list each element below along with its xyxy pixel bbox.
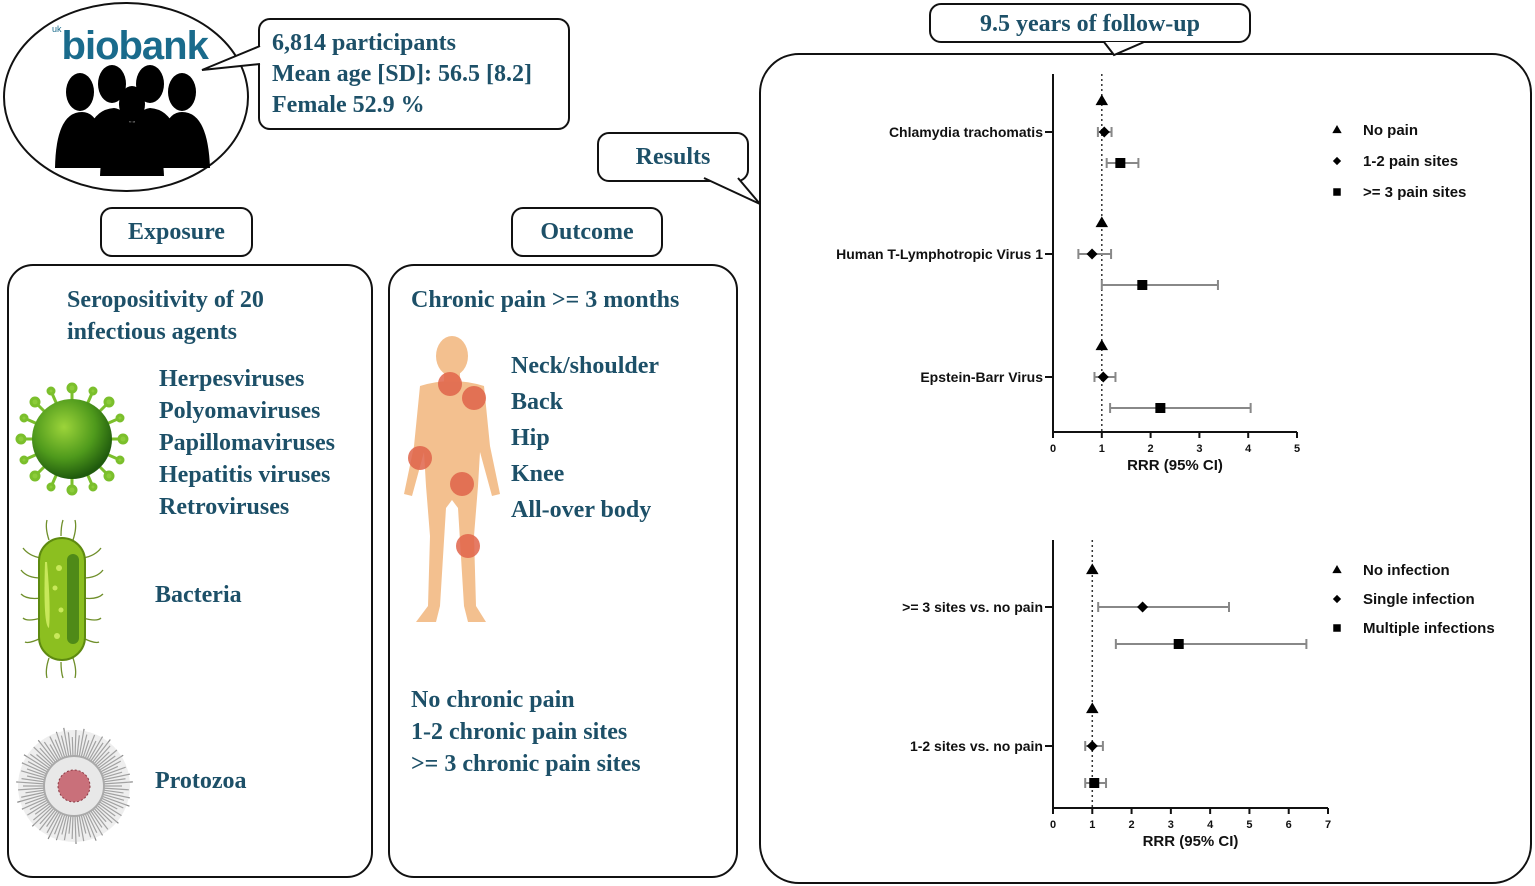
virus-item: Hepatitis viruses	[159, 462, 331, 488]
bacterium-icon	[20, 519, 104, 679]
legend-label: No pain	[1363, 122, 1418, 139]
pain-site-item: Neck/shoulder	[511, 353, 660, 379]
x-tick-label: 2	[1148, 443, 1154, 455]
outcome-label-callout: Outcome	[511, 207, 663, 257]
results-callout-pointer	[703, 177, 761, 205]
x-tick-label: 4	[1245, 443, 1252, 455]
exposure-label-callout: Exposure	[100, 207, 253, 257]
x-tick-label: 5	[1294, 443, 1300, 455]
point-square	[1173, 639, 1184, 649]
virus-item: Retroviruses	[159, 494, 290, 520]
category-label: Epstein-Barr Virus	[920, 369, 1043, 385]
x-tick-label: 7	[1325, 819, 1331, 831]
female-percent: Female 52.9 %	[272, 92, 425, 118]
x-tick-label: 0	[1050, 443, 1056, 455]
point-triangle	[1095, 339, 1109, 351]
virus-list: Herpesviruses Polyomaviruses Papillomavi…	[159, 363, 335, 523]
legend-label: 1-2 pain sites	[1363, 153, 1458, 170]
x-tick-label: 0	[1050, 819, 1056, 831]
point-square	[1089, 778, 1100, 788]
cohort-bubble	[3, 2, 249, 192]
legend-label: No infection	[1363, 562, 1450, 579]
outcome-heading: Chronic pain >= 3 months	[411, 287, 680, 313]
pain-site-item: Hip	[511, 425, 550, 451]
exposure-heading-line1: Seropositivity of 20	[67, 287, 264, 313]
legend-label: >= 3 pain sites	[1363, 184, 1466, 201]
legend-label: Multiple infections	[1363, 620, 1495, 637]
mean-age: Mean age [SD]: 56.5 [8.2]	[272, 61, 532, 87]
legend-marker-diamond	[1332, 156, 1342, 166]
x-tick-label: 6	[1286, 819, 1292, 831]
virus-item: Papillomaviruses	[159, 430, 336, 456]
legend-marker-square	[1333, 624, 1341, 632]
exposure-label: Exposure	[128, 219, 225, 245]
point-triangle	[1095, 216, 1109, 228]
point-diamond	[1097, 371, 1109, 383]
point-square	[1155, 403, 1166, 413]
pain-site-item: Knee	[511, 461, 565, 487]
x-tick-label: 4	[1207, 819, 1214, 831]
x-axis-label: RRR (95% CI)	[1143, 833, 1239, 850]
x-tick-label: 1	[1099, 443, 1105, 455]
cohort-stats-callout: 6,814 participants Mean age [SD]: 56.5 […	[258, 18, 570, 130]
people-group-icon	[55, 65, 210, 176]
x-tick-label: 5	[1246, 819, 1252, 831]
participants-count: 6,814 participants	[272, 30, 457, 56]
protozoa-label: Protozoa	[155, 768, 247, 794]
followup-callout-pointer	[1103, 41, 1145, 57]
forest-plot-infection-burden: 0 1 2 3 4 5 6 7 RRR (95% CI) >= 3 sites vs. no pa…	[902, 540, 1495, 850]
outcome-label: Outcome	[540, 219, 634, 245]
legend-marker-triangle	[1332, 125, 1342, 134]
human-body-pain-map-icon	[404, 336, 500, 622]
logo-text: biobank	[61, 24, 209, 68]
results-panel	[759, 53, 1532, 884]
pain-category-item: 1-2 chronic pain sites	[411, 719, 628, 745]
callout-pointer	[201, 45, 261, 71]
point-diamond	[1137, 601, 1149, 613]
biobank-logo: ukbiobank	[52, 24, 209, 69]
point-triangle	[1086, 702, 1099, 714]
virus-item: Herpesviruses	[159, 366, 305, 392]
x-tick-label: 3	[1196, 443, 1202, 455]
pain-site-item: All-over body	[511, 497, 652, 523]
x-tick-label: 3	[1168, 819, 1174, 831]
followup-label-callout: 9.5 years of follow-up	[929, 3, 1251, 43]
virus-item: Polyomaviruses	[159, 398, 321, 424]
followup-label: 9.5 years of follow-up	[980, 11, 1200, 37]
category-label: >= 3 sites vs. no pain	[902, 599, 1043, 615]
pain-site-item: Back	[511, 389, 564, 415]
x-tick-label: 2	[1129, 819, 1135, 831]
pain-category-list: No chronic pain 1-2 chronic pain sites >…	[411, 684, 641, 780]
legend-marker-diamond	[1332, 594, 1342, 604]
point-square	[1115, 158, 1126, 168]
protozoan-icon: /* decorative */	[16, 727, 133, 844]
point-triangle	[1086, 563, 1099, 575]
outcome-panel: Chronic pain >= 3 months Neck/shoulder B…	[388, 264, 738, 878]
pain-category-item: >= 3 chronic pain sites	[411, 751, 641, 777]
pain-site-list: Neck/shoulder Back Hip Knee All-over bod…	[511, 348, 659, 528]
point-diamond	[1086, 248, 1098, 260]
exposure-panel: Seropositivity of 20 infectious agents H…	[7, 264, 373, 878]
virus-icon	[15, 382, 129, 496]
category-label: Chlamydia trachomatis	[889, 124, 1043, 140]
point-diamond	[1086, 740, 1098, 752]
exposure-heading-line2: infectious agents	[67, 319, 237, 345]
logo-prefix: uk	[52, 24, 62, 34]
results-label-callout: Results	[597, 132, 749, 182]
bacteria-label: Bacteria	[155, 582, 242, 608]
category-label: Human T-Lymphotropic Virus 1	[836, 246, 1043, 262]
point-square	[1137, 280, 1148, 290]
results-label: Results	[635, 144, 711, 170]
legend-label: Single infection	[1363, 591, 1475, 608]
category-label: 1-2 sites vs. no pain	[910, 738, 1043, 754]
x-tick-label: 1	[1089, 819, 1095, 831]
pain-category-item: No chronic pain	[411, 687, 575, 713]
point-triangle	[1095, 94, 1109, 106]
legend-marker-square	[1333, 188, 1341, 196]
x-axis-label: RRR (95% CI)	[1127, 457, 1223, 474]
forest-plot-pathogens: 0 1 2 3 4 5 RRR (95% CI) Chlamydia trachomatis H…	[836, 74, 1466, 474]
point-diamond	[1098, 126, 1110, 138]
legend-marker-triangle	[1332, 565, 1342, 574]
